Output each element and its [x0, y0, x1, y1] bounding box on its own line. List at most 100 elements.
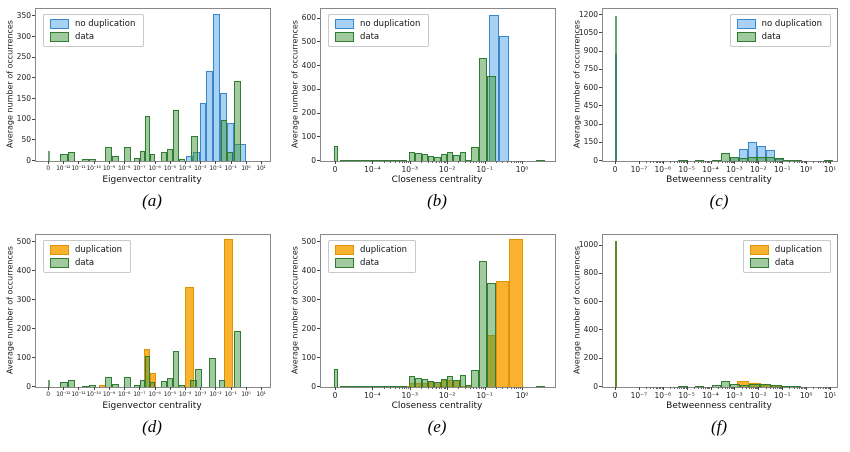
x-minor-tick — [657, 387, 659, 389]
x-tick-mark — [830, 161, 831, 164]
x-minor-tick — [480, 161, 482, 163]
x-tick-mark — [93, 161, 95, 164]
x-tick-label: 10⁻⁶ — [148, 391, 161, 398]
hist-bar-green — [791, 386, 801, 387]
x-tick-mark — [48, 161, 49, 164]
x-tick-label: 0 — [46, 165, 50, 172]
x-tick-mark — [758, 387, 760, 390]
x-minor-tick — [427, 387, 429, 389]
x-minor-tick — [730, 387, 732, 389]
x-axis-label: Betweenness centrality — [666, 401, 772, 411]
panel-letter: (a) — [142, 191, 162, 210]
x-minor-tick — [698, 161, 700, 163]
x-tick-label: 10⁻⁴ — [364, 165, 381, 174]
hist-bar-green — [421, 154, 428, 161]
hist-bar-orange — [223, 238, 234, 387]
x-tick-mark — [409, 387, 411, 390]
x-minor-tick — [473, 161, 475, 163]
legend-label: duplication — [360, 245, 408, 255]
hist-bar-green — [166, 378, 173, 387]
x-minor-tick — [445, 387, 447, 389]
y-tick-mark — [317, 386, 320, 387]
x-minor-tick — [803, 387, 805, 389]
x-minor-tick — [776, 387, 778, 389]
y-axis-label: Average number of occurrences — [5, 246, 15, 374]
x-tick-label: 10⁻⁶ — [654, 165, 672, 174]
y-tick-label: 200 — [583, 353, 598, 363]
x-minor-tick — [432, 161, 434, 163]
x-minor-tick — [469, 387, 471, 389]
y-tick-label: 1000 — [578, 240, 598, 250]
x-minor-tick — [741, 161, 743, 163]
hist-bar-green — [487, 75, 497, 161]
x-tick-mark — [184, 161, 186, 164]
hist-bar-green — [166, 148, 173, 161]
legend-entry: no duplication — [50, 19, 135, 29]
x-tick-label: 10¹ — [256, 391, 266, 398]
y-tick-mark — [599, 272, 602, 274]
x-minor-tick — [733, 161, 735, 163]
x-minor-tick — [495, 387, 497, 389]
x-axis-label: Closeness centrality — [391, 175, 483, 185]
x-minor-tick — [826, 161, 828, 163]
x-minor-tick — [741, 387, 743, 389]
hist-bar-green — [434, 381, 441, 387]
x-tick-mark — [615, 161, 616, 164]
x-minor-tick — [754, 161, 756, 163]
x-minor-tick — [793, 387, 795, 389]
x-tick-mark — [169, 161, 171, 164]
y-tick-label: 500 — [16, 236, 31, 246]
hist-bar-green — [60, 153, 68, 161]
hist-bar-blue — [499, 36, 509, 161]
legend-entry: data — [50, 258, 122, 268]
y-tick-label: 500 — [301, 236, 316, 246]
x-tick-label: 10⁰ — [241, 391, 251, 398]
x-tick-mark — [335, 387, 336, 390]
panel-b: no duplication data 0 100 200 300 400 500 600 0 10… — [285, 0, 568, 226]
x-minor-tick — [705, 387, 707, 389]
y-tick-label: 0 — [593, 381, 598, 391]
hist-bar-green — [428, 156, 435, 161]
hist-bar-green — [134, 157, 140, 161]
x-minor-tick — [681, 387, 683, 389]
hist-bar-green — [711, 385, 722, 387]
y-tick-mark — [599, 87, 602, 89]
x-tick-label: 10⁻⁴ — [702, 165, 719, 174]
panel-letter: (c) — [709, 191, 729, 210]
x-minor-tick — [724, 161, 726, 163]
x-minor-tick — [827, 161, 829, 163]
x-minor-tick — [727, 161, 729, 163]
x-minor-tick — [776, 161, 778, 163]
y-tick-mark — [599, 68, 602, 70]
x-tick-label: 10⁻⁵ — [678, 391, 695, 400]
x-tick-mark — [230, 387, 232, 390]
x-tick-mark — [710, 387, 712, 390]
x-tick-label: 10⁻⁴ — [178, 391, 191, 398]
x-minor-tick — [679, 387, 681, 389]
x-tick-label: 10⁰ — [515, 391, 529, 400]
x-minor-tick — [682, 387, 684, 389]
legend-entry: no duplication — [335, 19, 420, 29]
hist-bar-green — [766, 157, 776, 161]
legend-label: no duplication — [360, 19, 421, 29]
hist-bar-green — [160, 380, 167, 387]
hist-bar-green — [89, 158, 97, 161]
x-minor-tick — [383, 387, 385, 389]
y-tick-mark — [32, 160, 35, 161]
legend: duplication data — [43, 240, 132, 273]
x-minor-tick — [398, 161, 400, 163]
x-minor-tick — [441, 161, 443, 163]
legend-entry: data — [335, 32, 420, 42]
x-minor-tick — [705, 161, 707, 163]
legend: no duplication data — [729, 14, 831, 47]
x-minor-tick — [800, 387, 802, 389]
x-minor-tick — [701, 387, 703, 389]
x-minor-tick — [779, 161, 781, 163]
x-minor-tick — [717, 387, 719, 389]
hist-bar-blue — [756, 145, 766, 161]
legend-label: data — [360, 258, 380, 268]
hist-bar-green — [179, 158, 186, 161]
x-tick-mark — [261, 387, 262, 390]
legend: duplication data — [742, 240, 831, 273]
x-minor-tick — [659, 387, 661, 389]
